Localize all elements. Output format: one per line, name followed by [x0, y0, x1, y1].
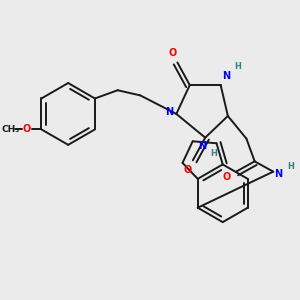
Text: CH₃: CH₃	[2, 125, 20, 134]
Text: N: N	[274, 169, 282, 179]
Text: H: H	[210, 149, 217, 158]
Text: O: O	[23, 124, 31, 134]
Text: O: O	[184, 165, 192, 175]
Text: O: O	[168, 48, 176, 58]
Text: N: N	[198, 141, 206, 152]
Text: O: O	[223, 172, 231, 182]
Text: N: N	[222, 71, 230, 81]
Text: H: H	[235, 62, 242, 71]
Text: H: H	[287, 162, 294, 171]
Text: N: N	[165, 107, 173, 117]
